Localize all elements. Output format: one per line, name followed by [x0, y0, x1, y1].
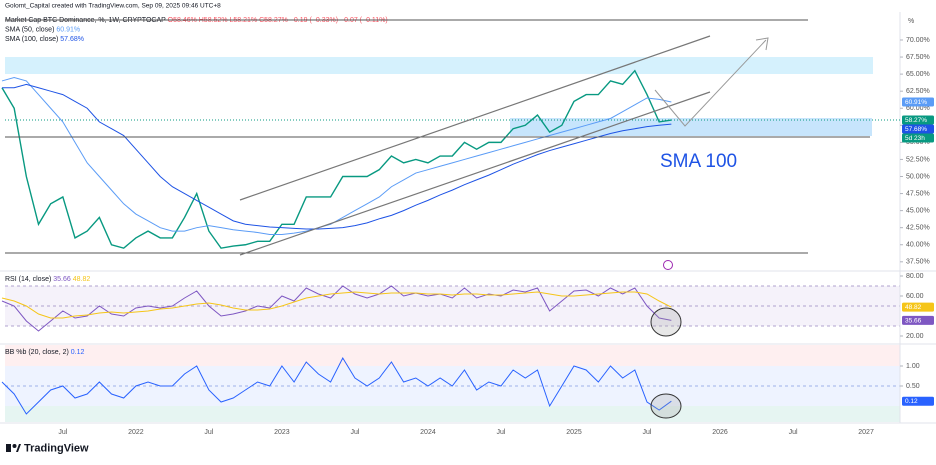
- y-tick-label: 50.00%: [906, 173, 930, 180]
- y-tick-label: 47.50%: [906, 190, 930, 197]
- drawings: SMA 100 Golomt_Capital created with Trad…: [5, 3, 914, 454]
- price-badge: [902, 124, 934, 134]
- legend-name: SMA (100, close): [5, 36, 58, 43]
- bb-upper-zone: [5, 345, 900, 366]
- price-badge: [902, 133, 934, 143]
- highlight-circle: [650, 393, 682, 419]
- x-tick-label: Jul: [58, 429, 67, 436]
- indicator-line: [2, 83, 672, 230]
- legend-row: BB %b (20, close, 2) 0.12: [5, 349, 84, 356]
- y-tick-label: 55.00%: [906, 139, 930, 146]
- badge-label: 35.66: [905, 317, 922, 324]
- highlight-circle: [650, 307, 682, 337]
- legend-title: BB %b (20, close, 2): [5, 349, 69, 356]
- indicator-line: [1, 356, 672, 415]
- channel-upper: [239, 35, 711, 201]
- legend-value: 48.82: [73, 276, 91, 283]
- legend-value: 57.68%: [60, 36, 84, 43]
- y-tick-label: 67.50%: [906, 54, 930, 61]
- y-tick-label: 70.00%: [906, 37, 930, 44]
- x-tick-label: 2027: [858, 429, 874, 436]
- badge-label: 48.82: [905, 304, 922, 311]
- logo: TradingView: [6, 442, 89, 454]
- x-tick-label: Jul: [789, 429, 798, 436]
- x-tick-label: Jul: [496, 429, 505, 436]
- legend-row: SMA (50, close) 60.91%: [5, 26, 80, 33]
- price-badge: [902, 315, 934, 325]
- logo-mark: [12, 444, 17, 448]
- x-tick-label: 2023: [274, 429, 290, 436]
- badge-label: 60.91%: [905, 99, 927, 106]
- channel-lower: [239, 91, 711, 256]
- legend-row: RSI (14, close) 35.66 48.82: [5, 276, 90, 283]
- legend-title: RSI (14, close): [5, 276, 51, 283]
- badge-label: 57.68%: [905, 126, 927, 133]
- y-tick-label: 80.00: [906, 273, 924, 280]
- legend-value: 60.91%: [56, 26, 80, 33]
- resistance-zone: [5, 57, 873, 74]
- y-tick-label: 45.00%: [906, 207, 930, 214]
- price-line: [1, 69, 672, 249]
- badge-label: 0.12: [905, 398, 918, 405]
- indicator-line: [1, 291, 672, 319]
- indicator-line: [1, 77, 672, 236]
- y-tick-label: 20.00: [906, 333, 924, 340]
- projection-arrow: [654, 39, 767, 127]
- badge-label: 5d 23h: [905, 135, 925, 142]
- price-badge: [902, 115, 934, 125]
- price-badge: [902, 396, 934, 406]
- indicator-line: [1, 285, 672, 332]
- support-zone: [510, 118, 872, 136]
- x-tick-label: 2025: [566, 429, 582, 436]
- badge-label: 58.27%: [905, 117, 927, 124]
- legend-row: SMA (100, close) 57.68%: [5, 36, 84, 43]
- y-tick-label: 52.50%: [906, 156, 930, 163]
- legend-value: 35.66: [53, 276, 71, 283]
- y-tick-label: 65.00%: [906, 71, 930, 78]
- y-tick-label: 42.50%: [906, 225, 930, 232]
- y-unit: %: [908, 18, 914, 25]
- price-badge: [902, 302, 934, 312]
- logo-mark: [16, 444, 21, 452]
- legend-value: 0.12: [71, 349, 85, 356]
- bb-lower-zone: [5, 406, 900, 422]
- x-tick-label: 2022: [128, 429, 144, 436]
- x-tick-label: Jul: [643, 429, 652, 436]
- logo-mark: [6, 444, 11, 452]
- price-badge: [902, 97, 934, 107]
- y-tick-label: 40.00%: [906, 242, 930, 249]
- attribution: Golomt_Capital created with TradingView.…: [5, 3, 221, 10]
- x-tick-label: Jul: [350, 429, 359, 436]
- x-tick-label: 2024: [420, 429, 436, 436]
- y-tick-label: 62.50%: [906, 88, 930, 95]
- y-tick-label: 60.00: [906, 293, 924, 300]
- annotation: SMA 100: [660, 151, 737, 172]
- x-tick-label: Jul: [204, 429, 213, 436]
- y-tick-label: 1.00: [906, 363, 920, 370]
- event-icon: [663, 260, 673, 270]
- y-tick-label: 37.50%: [906, 259, 930, 266]
- y-tick-label: 60.00%: [906, 105, 930, 112]
- x-tick-label: 2026: [712, 429, 728, 436]
- y-tick-label: 0.50: [906, 383, 920, 390]
- background-drawings: [0, 12, 936, 424]
- legend-name: SMA (50, close): [5, 26, 54, 33]
- arrow-head: [755, 37, 769, 51]
- logo-text: TradingView: [24, 442, 89, 454]
